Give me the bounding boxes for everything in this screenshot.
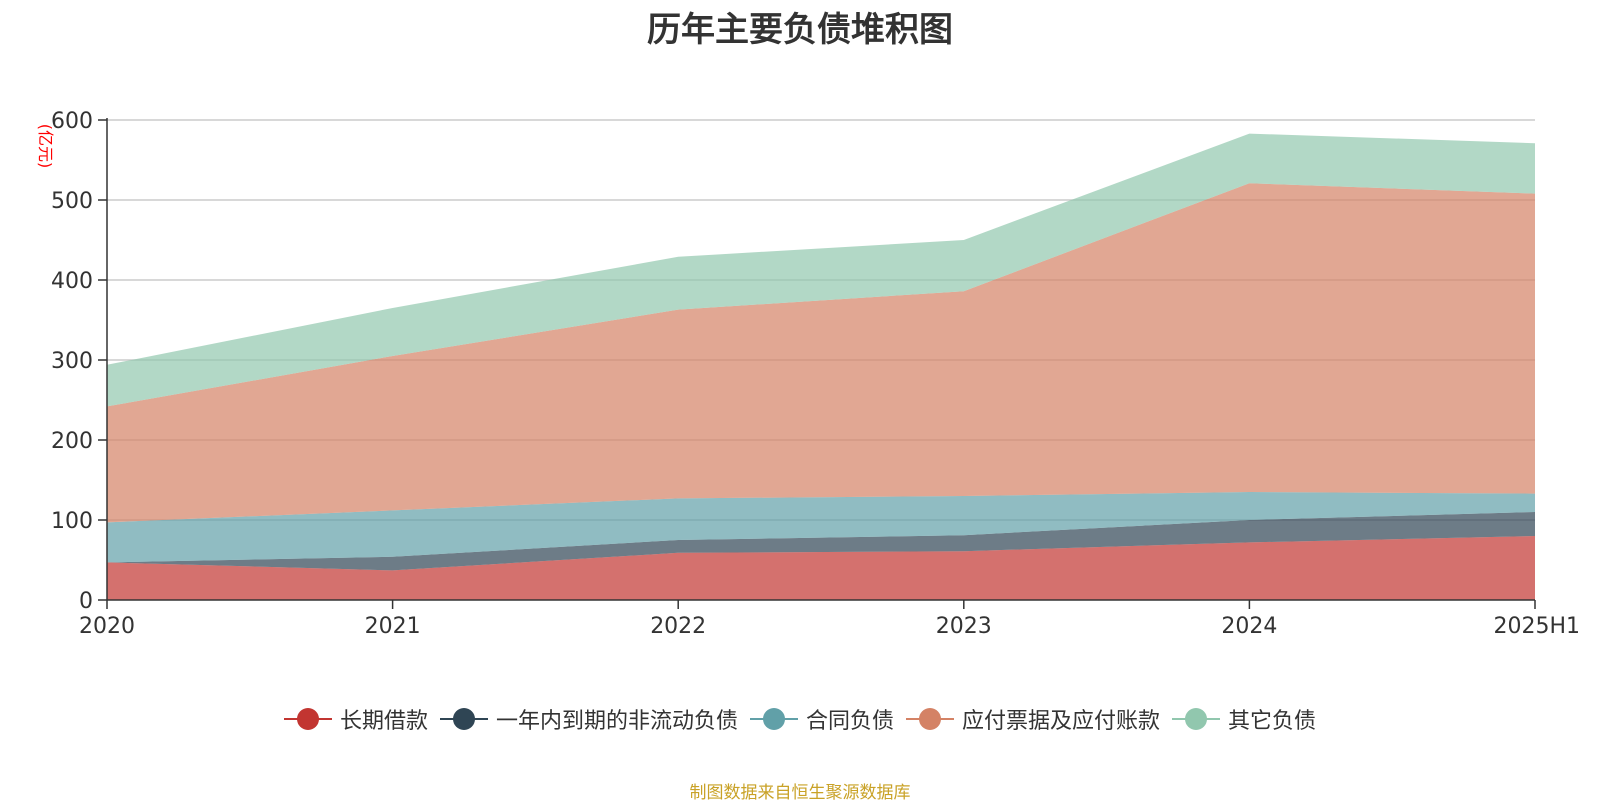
legend-item-3[interactable]: 合同负债: [749, 703, 894, 735]
legend: 长期借款 一年内到期的非流动负债 合同负债 应付票据及应付账款 其它负债: [0, 703, 1600, 735]
area-series: [107, 133, 1535, 600]
legend-circle-icon: [283, 706, 332, 732]
y-tick-label: 400: [51, 269, 93, 294]
x-tick-label: 2025H1: [1493, 614, 1580, 639]
y-axis-unit-label: (亿元): [36, 124, 55, 169]
chart-title: 历年主要负债堆积图: [647, 10, 953, 50]
area-series-4[interactable]: [107, 183, 1535, 523]
legend-item-5[interactable]: 其它负债: [1172, 703, 1316, 735]
y-tick-label: 300: [51, 349, 93, 374]
legend-label: 应付票据及应付账款: [962, 709, 1161, 734]
x-tick-label: 2023: [936, 614, 992, 639]
legend-label: 其它负债: [1228, 709, 1317, 734]
stacked-area-chart: 0 100 200 300 400 500 600 2020 2021 2022 2023 2024 2…: [36, 109, 1580, 639]
axes: 0 100 200 300 400 500 600 2020 2021 2022 2023 2024 2…: [51, 109, 1580, 639]
x-tick-label: 2020: [79, 614, 135, 639]
area-series-3[interactable]: [107, 492, 1535, 563]
legend-label: 合同负债: [805, 709, 894, 734]
legend-label: 一年内到期的非流动负债: [495, 709, 738, 734]
legend-label: 长期借款: [339, 709, 428, 734]
legend-item-2[interactable]: 一年内到期的非流动负债: [439, 703, 738, 735]
x-tick-label: 2021: [365, 614, 421, 639]
y-tick-label: 100: [51, 509, 93, 534]
y-tick-label: 200: [51, 429, 93, 454]
area-series-2[interactable]: [107, 512, 1535, 571]
legend-item-4[interactable]: 应付票据及应付账款: [906, 703, 1160, 735]
area-series-5[interactable]: [107, 133, 1535, 407]
area-series-1[interactable]: [107, 536, 1535, 600]
legend-circle-icon: [906, 706, 954, 732]
x-tick-label: 2022: [650, 614, 706, 639]
legend-circle-icon: [1172, 706, 1221, 732]
y-tick-label: 600: [51, 109, 93, 134]
legend-item-1[interactable]: 长期借款: [283, 703, 428, 735]
y-tick-label: 500: [51, 189, 93, 214]
legend-circle-icon: [749, 706, 798, 732]
legend-circle-icon: [439, 706, 488, 732]
y-tick-label: 0: [79, 589, 93, 614]
x-tick-label: 2024: [1221, 614, 1277, 639]
data-source-note: 制图数据来自恒生聚源数据库: [689, 783, 911, 803]
